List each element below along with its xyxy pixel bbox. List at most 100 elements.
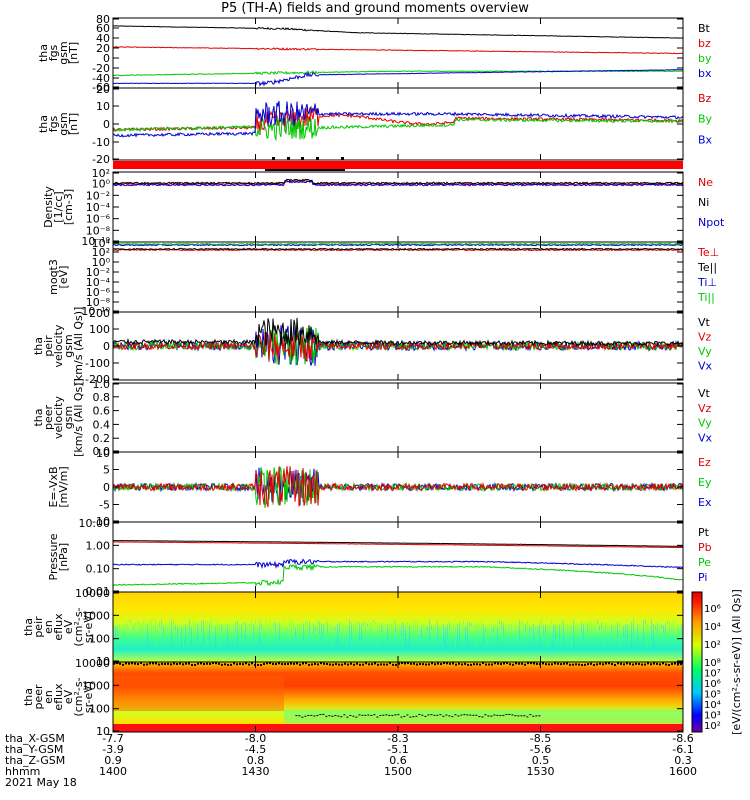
y-axis-label: [nT] — [67, 42, 80, 64]
electron-spectrogram-dot — [349, 714, 352, 716]
ion-spectrogram-texture — [603, 626, 604, 650]
x-axis-value: -5.1 — [387, 743, 408, 756]
electron-spectrogram-dot — [212, 662, 214, 665]
legend-entry: by — [698, 52, 712, 65]
ion-spectrogram-texture — [357, 621, 358, 626]
electron-spectrogram-dot — [350, 662, 352, 665]
ion-spectrogram-texture — [241, 624, 242, 638]
ion-spectrogram-texture — [491, 626, 492, 633]
electron-spectrogram-dot — [629, 662, 631, 665]
y-axis-label: tha — [37, 115, 50, 133]
legend-entry: Te⊥ — [697, 246, 719, 259]
ion-spectrogram-texture — [379, 625, 380, 636]
ion-spectrogram-texture — [469, 622, 470, 627]
ion-spectrogram-texture — [563, 620, 564, 642]
electron-spectrogram-dot — [164, 662, 166, 665]
electron-spectrogram-dot — [224, 663, 226, 666]
ion-spectrogram-texture — [273, 621, 274, 628]
electron-spectrogram-dot — [430, 714, 433, 716]
ion-spectrogram-texture — [467, 621, 468, 646]
electron-spectrogram-dot — [245, 662, 247, 665]
electron-spectrogram-dot — [284, 663, 286, 666]
ion-spectrogram-texture — [361, 623, 362, 640]
electron-spectrogram-dot — [287, 662, 289, 665]
electron-spectrogram-dot — [464, 662, 466, 665]
electron-spectrogram-dot — [167, 662, 169, 665]
y-tick-label: 10⁰ — [92, 178, 111, 191]
electron-spectrogram-dot — [209, 662, 211, 665]
ion-spectrogram-texture — [435, 623, 436, 631]
electron-spectrogram-dot — [506, 662, 508, 665]
ion-spectrogram-texture — [483, 624, 484, 645]
ion-spectrogram-texture — [399, 627, 400, 642]
electron-spectrogram-dot — [134, 662, 136, 665]
electron-spectrogram-dot — [323, 662, 325, 665]
ion-spectrogram-texture — [591, 621, 592, 636]
legend-entry: Vz — [698, 331, 712, 344]
electron-spectrogram-dot — [257, 663, 259, 666]
colorbar-tick-label: 10³ — [704, 711, 721, 722]
ion-spectrogram-texture — [537, 626, 538, 635]
ion-spectrogram-texture — [535, 625, 536, 634]
ion-spectrogram-texture — [455, 626, 456, 651]
electron-spectrogram-dot — [371, 663, 373, 666]
y-axis-label: tha — [22, 688, 35, 706]
electron-spectrogram-dot — [368, 663, 370, 666]
ion-spectrogram-texture — [383, 625, 384, 640]
electron-spectrogram-dot — [260, 663, 262, 666]
electron-spectrogram-dot — [433, 714, 436, 716]
electron-spectrogram-dot — [575, 663, 577, 666]
electron-spectrogram-dot — [590, 662, 592, 665]
electron-spectrogram-dot — [416, 663, 418, 666]
electron-spectrogram-dot — [454, 714, 457, 716]
electron-spectrogram-dot — [442, 715, 445, 717]
electron-spectrogram-dot — [440, 663, 442, 666]
x-axis-value: 1400 — [99, 765, 127, 778]
ion-spectrogram-texture — [623, 625, 624, 638]
ion-spectrogram-texture — [595, 622, 596, 632]
electron-spectrogram-dot — [263, 663, 265, 666]
electron-spectrogram-dot — [236, 663, 238, 666]
ion-spectrogram-texture — [433, 626, 434, 635]
electron-spectrogram-dot — [493, 714, 496, 716]
electron-spectrogram-dot — [403, 715, 406, 717]
electron-spectrogram-dot — [511, 714, 514, 716]
y-tick-label: 1.00 — [86, 539, 111, 552]
ion-spectrogram-texture — [561, 621, 562, 645]
ion-spectrogram-texture — [539, 623, 540, 644]
electron-spectrogram-dot — [449, 662, 451, 665]
ion-spectrogram-texture — [615, 625, 616, 645]
electron-spectrogram-dot — [386, 663, 388, 666]
electron-spectrogram-dot — [518, 662, 520, 665]
ion-spectrogram-texture — [441, 626, 442, 628]
legend-entry: Vz — [698, 402, 712, 415]
ion-spectrogram-texture — [547, 625, 548, 648]
y-axis-label: gsm — [57, 41, 70, 64]
ion-spectrogram-texture — [365, 622, 366, 639]
ion-spectrogram-texture — [419, 623, 420, 625]
ion-spectrogram-texture — [509, 624, 510, 626]
electron-spectrogram-dot — [233, 662, 235, 665]
electron-spectrogram-dot — [446, 662, 448, 665]
ion-spectrogram-texture — [641, 625, 642, 626]
electron-spectrogram-dot — [458, 662, 460, 665]
y-tick-label: 0.6 — [93, 405, 111, 418]
ion-spectrogram-texture — [599, 625, 600, 632]
ion-spectrogram-texture — [445, 626, 446, 648]
electron-spectrogram-dot — [407, 662, 409, 665]
y-tick-label: 0 — [103, 481, 110, 494]
y-tick-label: -20 — [92, 62, 110, 75]
y-tick-label: 10⁻² — [86, 189, 110, 202]
legend-entry: Vx — [698, 431, 713, 444]
electron-spectrogram-dot — [404, 662, 406, 665]
y-axis-label: tha — [32, 337, 45, 355]
electron-spectrogram-dot — [443, 662, 445, 665]
legend-entry: Pi — [698, 571, 707, 584]
series-line-pt — [112, 539, 684, 547]
ion-spectrogram-texture — [333, 626, 334, 637]
electron-spectrogram-dot — [392, 663, 394, 666]
electron-spectrogram-dot — [119, 662, 121, 665]
electron-spectrogram-dot — [308, 663, 310, 666]
ion-spectrogram-texture — [301, 622, 302, 638]
